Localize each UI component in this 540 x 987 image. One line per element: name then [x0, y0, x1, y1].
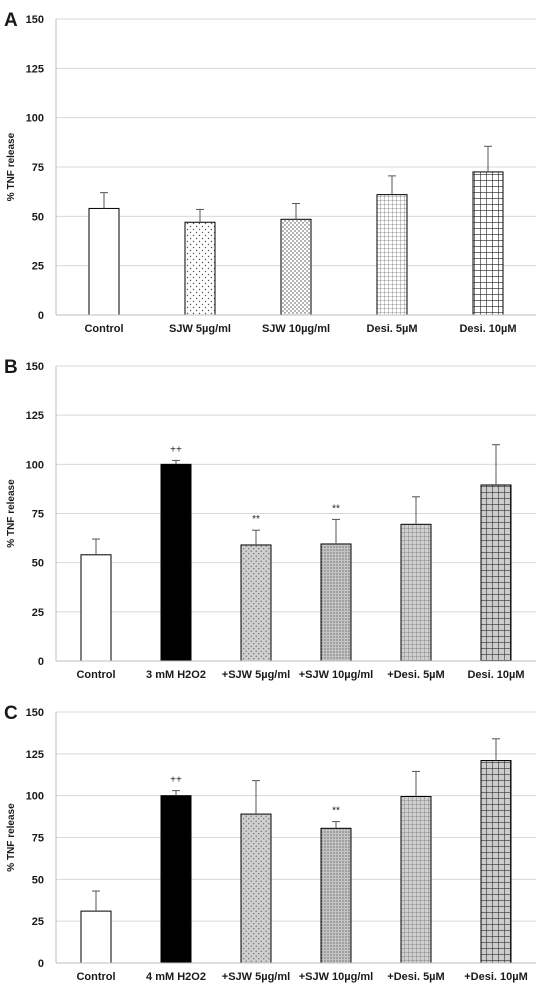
x-tick-label: +SJW 5µg/ml [222, 669, 290, 681]
x-tick-label: Control [76, 669, 115, 681]
y-tick-label: 50 [32, 211, 44, 223]
y-tick-label: 150 [26, 14, 44, 26]
x-tick-label: +Desi. 5µM [387, 669, 444, 681]
bar [160, 795, 192, 964]
bar [400, 523, 432, 662]
bar [472, 171, 504, 316]
panel-label: A [4, 10, 18, 31]
x-tick-label: Control [84, 323, 123, 335]
x-tick-label: Desi. 10µM [467, 669, 524, 681]
chart-panel-c: C 0 25 50 75 100 125 150 % TNF release Control ++ 4… [4, 703, 536, 983]
bar [80, 910, 112, 964]
x-tick-label: +Desi. 10µM [464, 971, 528, 983]
x-tick-label: +SJW 10µg/ml [299, 971, 374, 983]
y-tick-label: 100 [26, 113, 44, 125]
y-tick-label: 75 [32, 833, 44, 845]
bar [280, 218, 312, 316]
x-tick-label: Desi. 10µM [459, 323, 516, 335]
y-tick-label: 0 [38, 656, 44, 668]
y-tick-label: 50 [32, 874, 44, 886]
chart-panel-b: B 0 25 50 75 100 125 150 % TNF release Control ++ 3… [4, 357, 536, 681]
bar [160, 463, 192, 662]
bar [88, 207, 120, 316]
y-tick-label: 25 [32, 916, 44, 928]
y-tick-label: 150 [26, 361, 44, 373]
y-tick-label: 50 [32, 558, 44, 570]
y-tick-label: 125 [26, 410, 44, 422]
y-tick-label: 75 [32, 509, 44, 521]
significance-label: ** [332, 503, 340, 514]
bar [320, 827, 352, 964]
x-tick-label: SJW 10µg/ml [262, 323, 330, 335]
y-axis-title: % TNF release [6, 132, 17, 201]
bar [240, 544, 272, 662]
y-tick-label: 25 [32, 607, 44, 619]
x-tick-label: +SJW 10µg/ml [299, 669, 374, 681]
y-tick-label: 0 [38, 310, 44, 322]
x-tick-label: Desi. 5µM [367, 323, 418, 335]
y-tick-label: 0 [38, 958, 44, 970]
chart-panel-a: A 0 25 50 75 100 125 150 % TNF release Control SJW… [4, 10, 536, 335]
x-tick-label: 4 mM H2O2 [146, 971, 206, 983]
panel-label: C [4, 703, 18, 724]
bar [376, 194, 408, 316]
bar [400, 796, 432, 964]
significance-label: ** [332, 806, 340, 817]
y-tick-label: 125 [26, 63, 44, 75]
x-tick-label: 3 mM H2O2 [146, 669, 206, 681]
y-tick-label: 125 [26, 749, 44, 761]
y-tick-label: 75 [32, 162, 44, 174]
y-axis-title: % TNF release [6, 479, 17, 548]
y-axis-title: % TNF release [6, 803, 17, 872]
bar [80, 554, 112, 662]
bar [184, 221, 216, 316]
significance-label: ** [252, 514, 260, 525]
x-tick-label: +SJW 5µg/ml [222, 971, 290, 983]
y-tick-label: 150 [26, 707, 44, 719]
x-tick-label: SJW 5µg/ml [169, 323, 231, 335]
y-tick-label: 100 [26, 459, 44, 471]
bar [480, 484, 512, 662]
bar [480, 760, 512, 964]
panel-label: B [4, 357, 18, 378]
bar [320, 543, 352, 662]
significance-label: ++ [170, 444, 182, 455]
x-tick-label: Control [76, 971, 115, 983]
significance-label: ++ [170, 775, 182, 786]
y-tick-label: 100 [26, 791, 44, 803]
bar [240, 813, 272, 964]
y-tick-label: 25 [32, 261, 44, 273]
x-tick-label: +Desi. 5µM [387, 971, 444, 983]
